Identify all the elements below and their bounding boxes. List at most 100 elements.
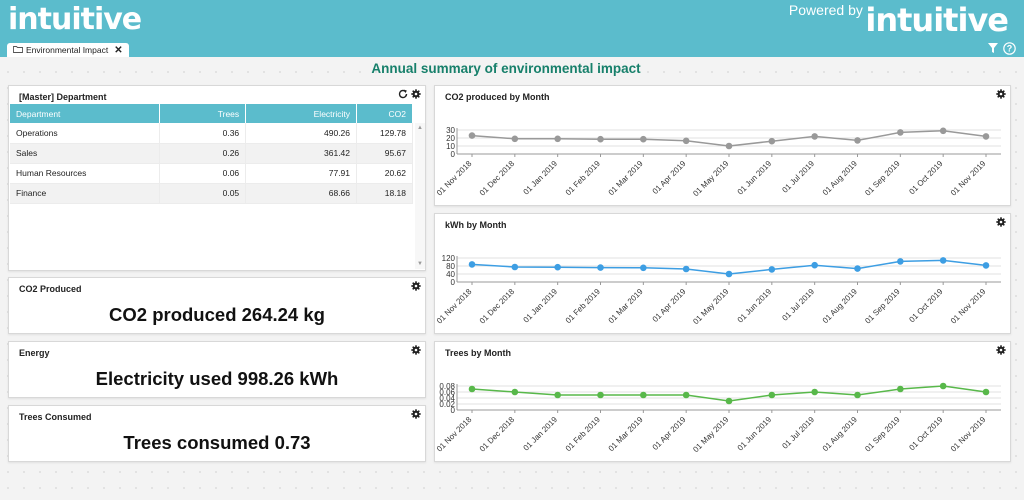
data-point [468, 385, 476, 393]
data-point [725, 142, 733, 150]
gear-icon[interactable] [411, 345, 421, 355]
y-tick-label: 30 [446, 126, 455, 135]
filter-icon[interactable] [987, 42, 999, 55]
table-row[interactable]: Sales 0.26 361.42 95.67 [10, 143, 413, 164]
y-tick-label: 0.02 [439, 400, 455, 409]
x-tick-label: 01 Sep 2019 [863, 287, 902, 326]
data-point [597, 135, 604, 143]
trees-chart-title: Trees by Month [445, 348, 512, 358]
energy-kpi-value: Electricity used 998.26 kWh [95, 368, 339, 389]
data-point [768, 266, 776, 273]
cell-department: Sales [10, 143, 161, 164]
data-point [939, 257, 947, 264]
x-tick-label: 01 Oct 2019 [907, 287, 945, 325]
refresh-icon[interactable] [398, 89, 408, 99]
data-point [554, 263, 561, 271]
column-header-co2[interactable]: CO2 [356, 104, 413, 123]
data-point [768, 391, 776, 399]
scroll-up-icon[interactable]: ▲ [417, 125, 423, 131]
x-tick-label: 01 Oct 2019 [907, 159, 945, 197]
cell-trees: 0.05 [159, 183, 247, 204]
close-icon[interactable]: ✕ [114, 44, 123, 56]
tab-environmental-impact[interactable]: Environmental Impact ✕ [7, 43, 129, 57]
data-point [468, 261, 476, 268]
svg-text:?: ? [1007, 44, 1013, 54]
data-point [897, 385, 904, 393]
powered-by-text: Powered by [788, 2, 863, 18]
co2-panel-title: CO2 Produced [19, 284, 82, 294]
data-point [640, 391, 647, 399]
cell-co2: 95.67 [356, 143, 413, 164]
trees-by-month-panel: Trees by Month 0 0.02 0.04 0.06 0.08 01 Nov 2… [434, 341, 1011, 462]
data-point [682, 391, 690, 399]
x-tick-label: 01 Nov 2019 [949, 287, 988, 326]
table-scrollbar[interactable]: ▲ ▼ [415, 123, 425, 269]
data-point [682, 265, 690, 273]
cell-co2: 18.18 [356, 183, 413, 204]
x-tick-label: 01 Mar 2019 [607, 287, 646, 326]
data-point [511, 135, 519, 143]
powered-by: Powered by intuitive [788, 1, 1009, 39]
department-panel-title: [Master] Department [19, 92, 107, 102]
y-tick-label: 0.04 [439, 394, 455, 403]
x-tick-label: 01 Aug 2019 [821, 159, 860, 198]
data-point [554, 391, 561, 399]
data-point [468, 132, 476, 139]
data-point [640, 264, 647, 272]
data-point [811, 133, 818, 140]
table-row[interactable]: Finance 0.05 68.66 18.18 [10, 183, 413, 204]
co2-chart-title: CO2 produced by Month [445, 92, 550, 102]
scroll-down-icon[interactable]: ▼ [417, 261, 423, 267]
data-point [811, 261, 818, 269]
x-tick-label: 01 Jan 2019 [522, 415, 560, 453]
data-point [854, 137, 861, 144]
x-tick-label: 01 Aug 2019 [821, 415, 860, 454]
gear-icon[interactable] [996, 345, 1006, 355]
co2-kpi-value: CO2 produced 264.24 kg [109, 304, 325, 325]
cell-electricity: 490.26 [245, 123, 358, 144]
data-point [897, 129, 904, 136]
intuitive-logo: intuitive [8, 2, 142, 37]
column-header-department[interactable]: Department [10, 104, 161, 123]
table-row[interactable]: Operations 0.36 490.26 129.78 [10, 123, 413, 144]
column-header-electricity[interactable]: Electricity [245, 104, 358, 123]
trees-kpi-value: Trees consumed 0.73 [123, 432, 311, 453]
cell-department: Operations [10, 123, 161, 144]
x-tick-label: 01 Apr 2019 [651, 159, 688, 196]
cell-department: Human Resources [10, 163, 161, 184]
kwh-by-month-panel: kWh by Month 0 40 80 120 01 Nov 2018 01 Dec 2… [434, 213, 1011, 334]
y-tick-label: 0 [451, 278, 456, 287]
x-tick-label: 01 Nov 2018 [435, 287, 474, 326]
data-point [597, 391, 604, 399]
table-row[interactable]: Human Resources 0.06 77.91 20.62 [10, 163, 413, 184]
gear-icon[interactable] [411, 89, 421, 99]
cell-electricity: 361.42 [245, 143, 358, 164]
data-point [768, 137, 776, 145]
y-tick-label: 20 [446, 134, 455, 143]
x-tick-label: 01 Jul 2019 [780, 287, 816, 323]
x-tick-label: 01 Jul 2019 [780, 159, 816, 195]
x-tick-label: 01 Dec 2018 [478, 415, 517, 454]
table-header-row: Department Trees Electricity CO2 [10, 104, 413, 123]
gear-icon[interactable] [996, 89, 1006, 99]
x-tick-label: 01 Feb 2019 [564, 415, 603, 454]
gear-icon[interactable] [411, 281, 421, 291]
gear-icon[interactable] [411, 409, 421, 419]
x-tick-label: 01 May 2019 [691, 415, 730, 454]
x-tick-label: 01 Nov 2018 [435, 415, 474, 454]
page-title: Annual summary of environmental impact [371, 61, 641, 76]
x-tick-label: 01 Feb 2019 [564, 159, 603, 198]
x-tick-label: 01 Dec 2018 [478, 159, 517, 198]
cell-trees: 0.36 [159, 123, 247, 144]
data-point [982, 133, 990, 140]
gear-icon[interactable] [996, 217, 1006, 227]
x-tick-label: 01 May 2019 [691, 287, 730, 326]
help-icon[interactable]: ? [1003, 42, 1016, 55]
column-header-trees[interactable]: Trees [159, 104, 247, 123]
energy-panel: Energy Electricity used 998.26 kWh [8, 341, 426, 398]
department-panel: [Master] Department Department Trees Ele… [8, 85, 426, 271]
data-point [854, 391, 861, 399]
x-tick-label: 01 Jan 2019 [522, 159, 560, 197]
